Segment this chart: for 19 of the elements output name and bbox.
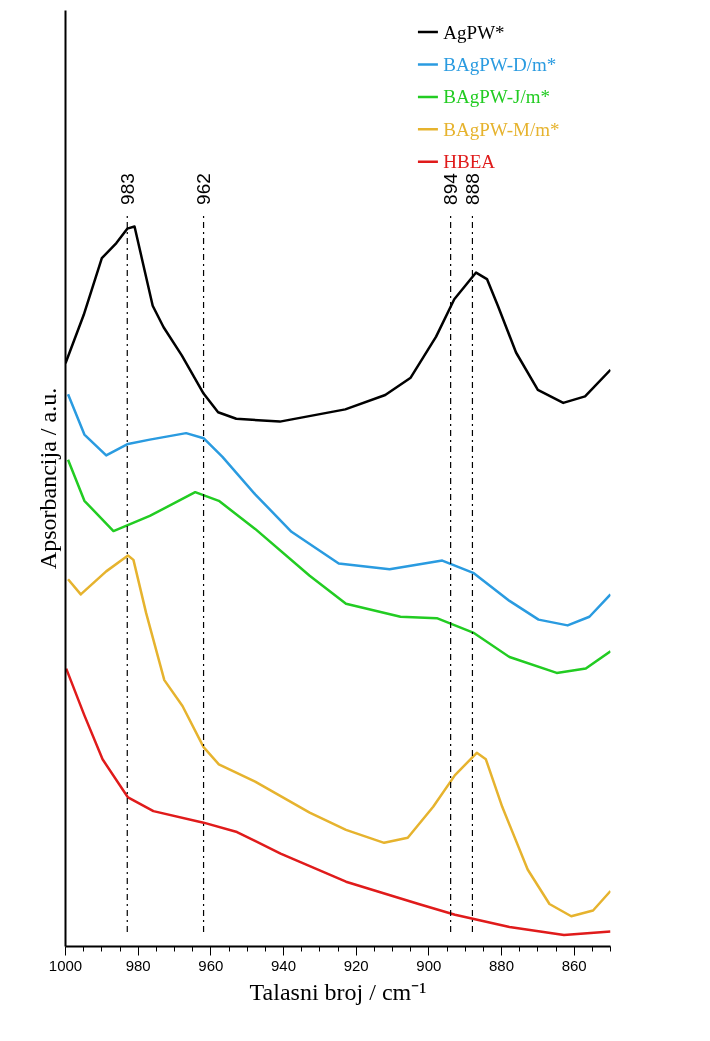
y-axis-title: Apsorbancija / a.u. — [34, 387, 61, 570]
ref-line-label: 962 — [193, 173, 215, 205]
x-tick-label: 960 — [198, 956, 224, 974]
x-axis-title: Talasni broj / cm⁻¹ — [249, 978, 427, 1005]
x-tick-label: 900 — [416, 956, 442, 974]
legend-label: HBEA — [443, 151, 496, 173]
x-tick-label: 1000 — [48, 956, 83, 974]
ref-line-label: 888 — [461, 173, 483, 205]
legend-label: BAgPW-D/m* — [443, 54, 557, 75]
x-tick-label: 880 — [488, 956, 515, 974]
legend-label: BAgPW-M/m* — [443, 118, 560, 140]
x-tick-label: 980 — [125, 956, 151, 974]
x-tick-label: 920 — [343, 956, 369, 974]
legend-label: AgPW* — [443, 21, 505, 43]
ref-line-label: 983 — [116, 173, 138, 205]
x-tick-label: 940 — [270, 956, 297, 974]
x-tick-label: 860 — [561, 956, 587, 974]
legend-label: BAgPW-J/m* — [443, 86, 550, 108]
ref-line-label: 894 — [440, 172, 462, 205]
